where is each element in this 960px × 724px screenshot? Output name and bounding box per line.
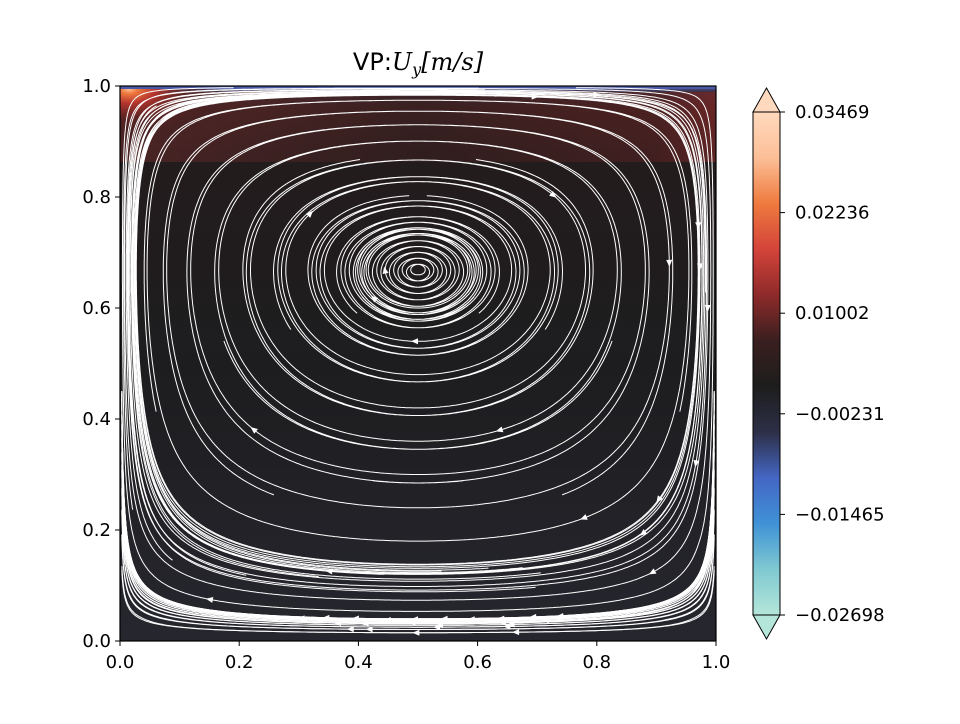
x-tick-label: 1.0	[702, 652, 731, 673]
streamline-arrow	[411, 338, 418, 345]
colorbar: 0.03469 0.02236 0.01002 −0.00231 −0.01465 −0.…	[752, 86, 885, 641]
colorbar-tick-label: −0.00231	[795, 404, 885, 425]
streamline-arrow	[250, 427, 258, 434]
streamline-arrow	[306, 210, 314, 218]
streamline	[162, 110, 674, 509]
colorbar-extend-max	[752, 86, 781, 113]
x-tick-label: 0.0	[106, 652, 135, 673]
title-subscript: y	[412, 60, 422, 79]
streamline-arrow	[580, 514, 588, 520]
streamline	[143, 99, 693, 542]
streamline	[242, 159, 594, 416]
colorbar-body	[752, 111, 781, 616]
x-tick-label: 0.2	[225, 652, 254, 673]
streamline	[121, 424, 715, 622]
streamline-arrow	[695, 222, 702, 230]
streamline-arrow	[656, 495, 663, 503]
colorbar-tick-label: 0.03469	[795, 102, 869, 123]
streamline-arrow	[346, 626, 354, 633]
x-axis: 0.0 0.2 0.4 0.6 0.8 1.0	[106, 641, 731, 673]
plot-area	[120, 86, 716, 641]
field-lid-strip	[120, 86, 716, 89]
streamline	[336, 216, 500, 329]
streamline	[121, 451, 715, 624]
title-prefix: VP:	[352, 48, 392, 76]
y-axis: 0.0 0.2 0.4 0.6 0.8 1.0	[82, 76, 120, 652]
y-tick-label: 0.2	[82, 520, 111, 541]
y-tick-label: 1.0	[82, 76, 111, 97]
streamline	[186, 124, 650, 484]
streamline-arrow	[499, 619, 507, 626]
x-tick-label: 0.6	[463, 652, 492, 673]
streamline	[121, 566, 715, 634]
streamlines	[121, 87, 715, 636]
colorbar-tick-label: 0.02236	[795, 203, 869, 224]
streamline	[121, 534, 715, 630]
streamline	[121, 445, 715, 624]
streamline-arrow	[412, 629, 420, 636]
streamline-arrow	[325, 568, 333, 575]
streamline-arrow	[382, 266, 389, 275]
streamline-arrow	[503, 623, 511, 630]
streamline	[121, 413, 715, 621]
streamline	[121, 487, 715, 626]
streamline-arrow	[693, 459, 700, 468]
streamline	[127, 90, 708, 593]
plot-frame	[119, 85, 717, 642]
y-tick-label: 0.8	[82, 187, 111, 208]
streamline	[121, 87, 714, 612]
streamline	[273, 176, 563, 383]
streamline	[121, 436, 715, 623]
streamline	[129, 91, 707, 575]
x-tick-label: 0.8	[582, 652, 611, 673]
streamline-arrow	[495, 426, 504, 433]
streamline-arrow	[666, 259, 673, 267]
streamline	[131, 92, 703, 580]
streamline-arrow	[549, 190, 557, 198]
field-hot-corner	[120, 86, 420, 246]
colorbar-tick-label: 0.01002	[795, 303, 869, 324]
streamline	[355, 228, 481, 320]
title-symbol: U	[391, 48, 413, 76]
streamline	[214, 140, 622, 450]
streamline	[123, 87, 712, 601]
y-tick-label: 0.6	[82, 298, 111, 319]
y-tick-label: 0.0	[82, 631, 111, 652]
streamline	[125, 89, 709, 591]
streamline-arrow	[205, 597, 214, 603]
chart-title: VP:Uy[m/s]	[120, 48, 716, 79]
streamline-arrow	[648, 568, 657, 575]
colorbar-extend-min	[752, 614, 781, 641]
streamline	[133, 94, 700, 574]
colorbar-tick-label: −0.01465	[795, 504, 885, 525]
streamline	[121, 509, 715, 628]
title-unit: [m/s]	[421, 48, 484, 76]
y-tick-label: 0.4	[82, 409, 111, 430]
colorbar-tick-label: −0.02698	[795, 605, 885, 626]
x-tick-label: 0.4	[344, 652, 373, 673]
